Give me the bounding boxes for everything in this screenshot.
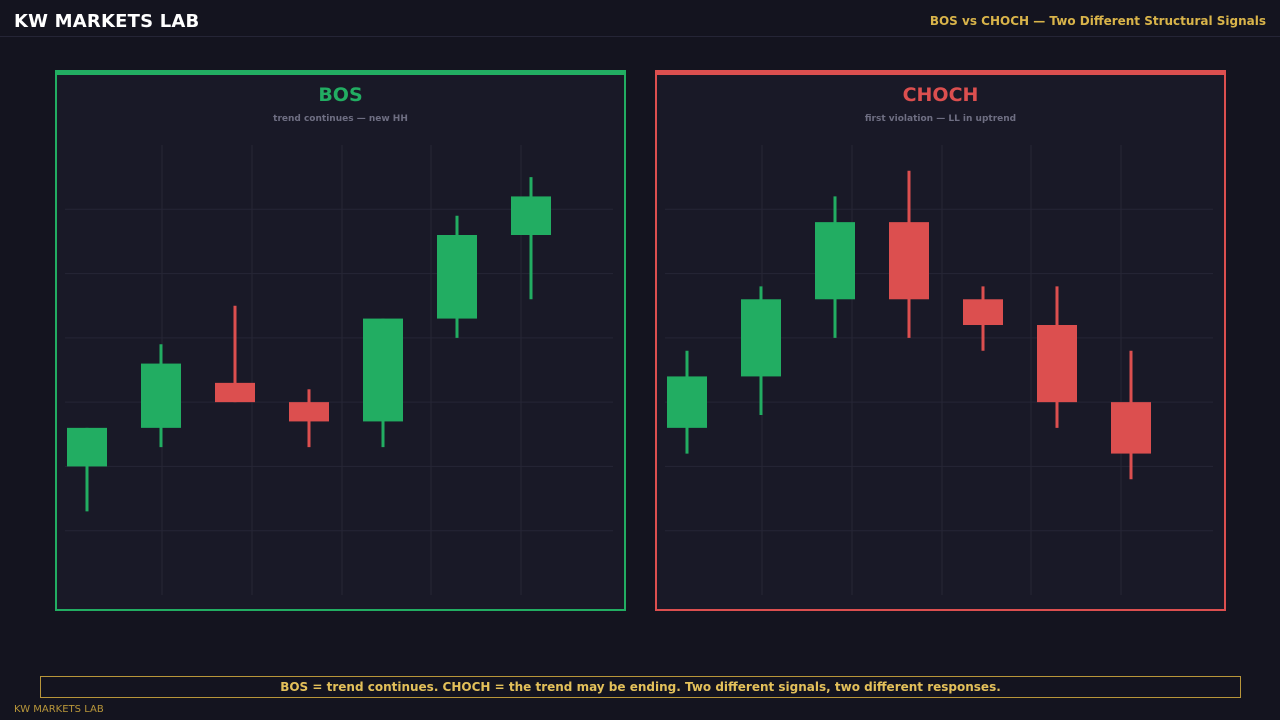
bos-chart-subtitle: trend continues — new HH bbox=[273, 114, 408, 124]
bos-candle-1 bbox=[67, 427, 107, 512]
bos-candlestick-chart bbox=[65, 145, 613, 595]
footer-brand: KW MARKETS LAB bbox=[14, 704, 104, 715]
bos-candle-body bbox=[437, 235, 477, 319]
choch-candle-body bbox=[889, 222, 929, 300]
choch-candle-body bbox=[815, 222, 855, 300]
choch-candle-5 bbox=[963, 286, 1003, 351]
bos-candle-body bbox=[67, 427, 107, 467]
bos-candle-7 bbox=[511, 177, 551, 300]
choch-candlestick-chart bbox=[665, 145, 1213, 595]
header-divider bbox=[0, 36, 1280, 37]
bos-candle-body bbox=[289, 402, 329, 422]
header-title: BOS vs CHOCH — Two Different Structural … bbox=[929, 14, 1266, 28]
choch-candle-4 bbox=[889, 170, 929, 338]
footer-message: BOS = trend continues. CHOCH = the trend… bbox=[40, 676, 1241, 698]
choch-candle-body bbox=[1111, 402, 1151, 454]
bos-candle-body bbox=[511, 196, 551, 235]
bos-panel: BOS trend continues — new HH bbox=[55, 70, 626, 611]
bos-candle-body bbox=[363, 318, 403, 422]
choch-chart-subtitle: first violation — LL in uptrend bbox=[864, 114, 1017, 124]
choch-candle-body bbox=[667, 376, 707, 428]
choch-candle-body bbox=[741, 299, 781, 377]
bos-candle-body bbox=[215, 382, 255, 403]
bos-chart-title: BOS bbox=[318, 84, 363, 106]
bos-candle-4 bbox=[289, 389, 329, 448]
choch-chart-title: CHOCH bbox=[902, 84, 979, 106]
bos-candle-5 bbox=[363, 318, 403, 448]
choch-candle-7 bbox=[1111, 350, 1151, 480]
bos-candle-6 bbox=[437, 215, 477, 338]
brand-logo: KW MARKETS LAB bbox=[14, 11, 200, 32]
choch-candle-body bbox=[963, 299, 1003, 325]
choch-candle-3 bbox=[815, 196, 855, 338]
bos-candle-2 bbox=[141, 344, 181, 448]
bos-candle-3 bbox=[215, 305, 255, 403]
choch-candle-2 bbox=[741, 286, 781, 415]
choch-candle-body bbox=[1037, 325, 1077, 403]
choch-candle-6 bbox=[1037, 286, 1077, 428]
choch-panel: CHOCH first violation — LL in uptrend bbox=[655, 70, 1226, 611]
choch-candle-1 bbox=[667, 350, 707, 454]
bos-candle-body bbox=[141, 363, 181, 428]
